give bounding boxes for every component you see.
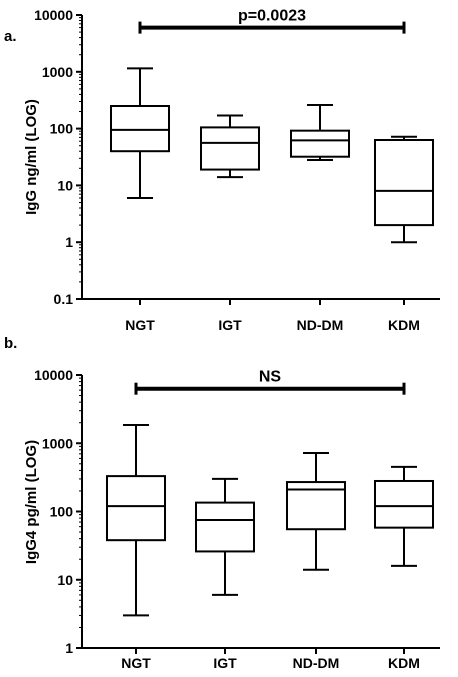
category-label: IGT xyxy=(213,655,237,671)
panel-b-marks: 1 10 100 1000 10000 NGT IGT ND-DM KDM NS xyxy=(34,367,440,671)
box-kdm xyxy=(374,465,434,567)
category-label: NGT xyxy=(121,655,151,671)
box-igt xyxy=(195,477,255,596)
iqr-box xyxy=(200,126,260,171)
panel-a-marks: 0.1 1 10 100 1000 10000 NGT IGT ND-DM KDM p=0.0023 xyxy=(34,7,440,333)
panel-a-y-axis-label: IgG ng/ml (LOG) xyxy=(23,99,40,215)
panel-b-label: b. xyxy=(4,335,17,352)
y-tick-label: 1000 xyxy=(42,435,73,451)
box-ngt xyxy=(106,424,166,617)
y-tick-label: 10000 xyxy=(34,7,73,23)
category-label: KDM xyxy=(388,655,420,671)
panel-a: a. IgG ng/ml (LOG) 0.1 1 10 100 1000 10000 NGT… xyxy=(4,7,440,333)
significance-label: NS xyxy=(259,369,282,386)
y-tick-label: 1 xyxy=(65,234,73,250)
category-label: ND-DM xyxy=(297,317,344,333)
panel-b: b. IgG4 pg/ml (LOG) 1 10 100 1000 10000 NGT IG… xyxy=(4,335,440,671)
y-tick-label: 1000 xyxy=(42,64,73,80)
y-tick-label: 10000 xyxy=(34,367,73,383)
category-label: ND-DM xyxy=(293,655,340,671)
iqr-box xyxy=(195,501,255,553)
iqr-box xyxy=(290,129,350,158)
iqr-box xyxy=(374,138,434,227)
iqr-box xyxy=(106,475,166,542)
iqr-box xyxy=(374,479,434,529)
box-ngt xyxy=(110,67,170,200)
box-kdm xyxy=(374,135,434,244)
category-label: NGT xyxy=(125,317,155,333)
y-tick-label: 10 xyxy=(57,572,73,588)
box-nd-dm xyxy=(290,104,350,162)
y-tick-label: 100 xyxy=(50,504,74,520)
y-tick-label: 1 xyxy=(65,640,73,656)
significance-label: p=0.0023 xyxy=(238,8,306,25)
category-label: IGT xyxy=(218,317,242,333)
box-igt xyxy=(200,114,260,179)
y-tick-label: 10 xyxy=(57,177,73,193)
panel-b-y-axis-label: IgG4 pg/ml (LOG) xyxy=(23,440,40,564)
iqr-box xyxy=(110,104,170,153)
category-label: KDM xyxy=(388,317,420,333)
y-tick-label: 100 xyxy=(50,121,74,137)
y-tick-label: 0.1 xyxy=(54,291,74,307)
panel-a-label: a. xyxy=(4,28,17,45)
box-nd-dm xyxy=(286,451,346,571)
